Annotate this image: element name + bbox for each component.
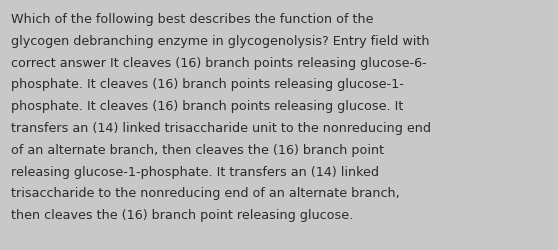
- Text: phosphate. It cleaves (16) branch points releasing glucose. It: phosphate. It cleaves (16) branch points…: [11, 100, 403, 113]
- Text: of an alternate branch, then cleaves the (16) branch point: of an alternate branch, then cleaves the…: [11, 143, 384, 156]
- Text: Which of the following best describes the function of the: Which of the following best describes th…: [11, 13, 373, 26]
- Text: glycogen debranching enzyme in glycogenolysis? Entry field with: glycogen debranching enzyme in glycogeno…: [11, 35, 430, 48]
- Text: phosphate. It cleaves (16) branch points releasing glucose-1-: phosphate. It cleaves (16) branch points…: [11, 78, 404, 91]
- Text: trisaccharide to the nonreducing end of an alternate branch,: trisaccharide to the nonreducing end of …: [11, 187, 400, 200]
- Text: correct answer It cleaves (16) branch points releasing glucose-6-: correct answer It cleaves (16) branch po…: [11, 56, 427, 69]
- Text: releasing glucose-1-phosphate. It transfers an (14) linked: releasing glucose-1-phosphate. It transf…: [11, 165, 379, 178]
- Text: then cleaves the (16) branch point releasing glucose.: then cleaves the (16) branch point relea…: [11, 208, 353, 221]
- Text: transfers an (14) linked trisaccharide unit to the nonreducing end: transfers an (14) linked trisaccharide u…: [11, 122, 431, 134]
